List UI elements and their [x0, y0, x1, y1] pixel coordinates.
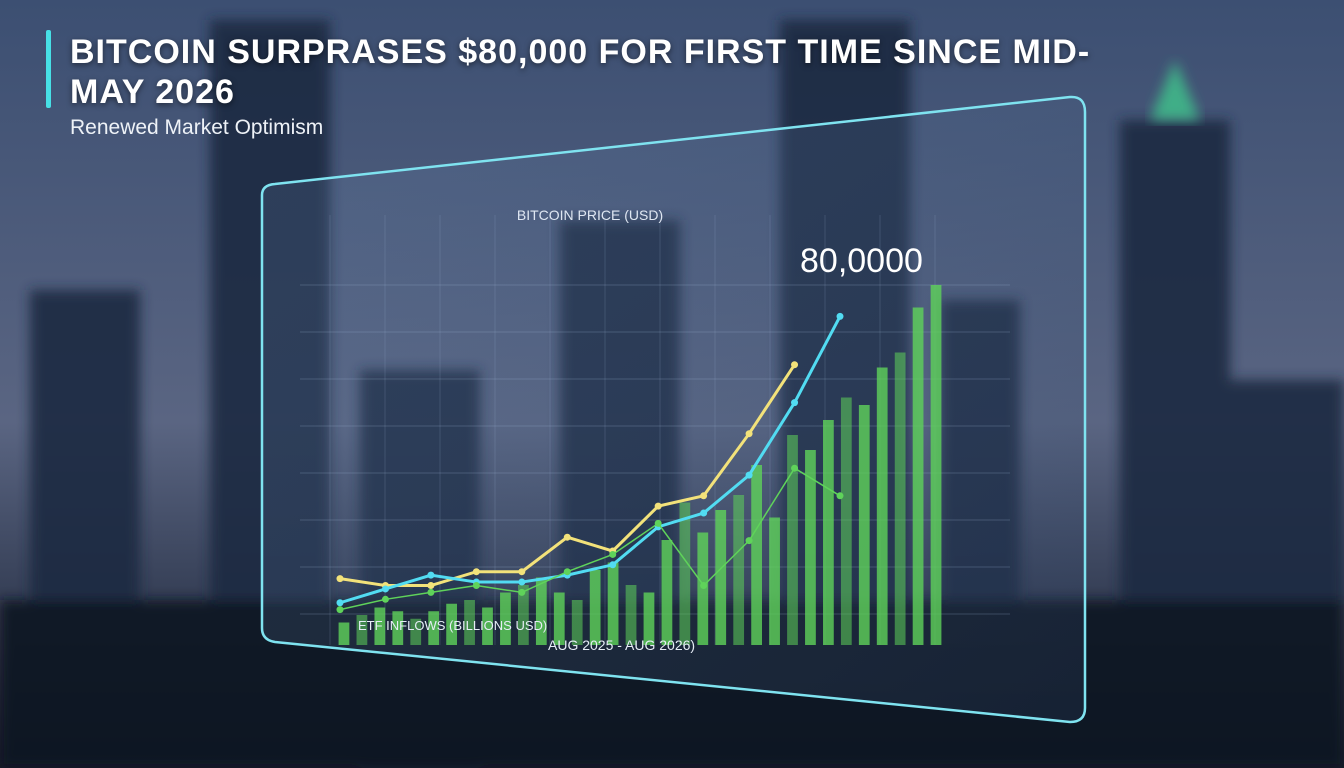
- point: [336, 606, 344, 614]
- bar: [428, 611, 440, 645]
- bar: [625, 585, 637, 645]
- point: [745, 537, 753, 545]
- point: [381, 585, 389, 593]
- point: [381, 595, 389, 603]
- bar: [733, 495, 745, 645]
- chart-title: BITCOIN PRICE (USD): [517, 207, 663, 223]
- bar: [482, 607, 493, 645]
- bar: [751, 465, 762, 645]
- point: [336, 575, 344, 583]
- point: [700, 582, 708, 589]
- point: [700, 492, 708, 500]
- bar: [338, 622, 350, 645]
- subtitle: Renewed Market Optimism: [70, 116, 324, 139]
- point: [336, 599, 344, 607]
- point: [518, 578, 526, 586]
- chart: ETF INFLOWS (BILLIONS USD)AUG 2025 - AUG…: [300, 207, 1010, 653]
- bar: [535, 577, 547, 645]
- bar: [410, 618, 422, 645]
- point: [427, 571, 435, 579]
- bar: [769, 517, 780, 645]
- point: [745, 430, 753, 438]
- bar: [374, 607, 386, 645]
- point: [836, 312, 844, 320]
- point: [700, 509, 708, 517]
- point: [791, 399, 799, 407]
- point: [427, 588, 435, 596]
- bar: [571, 600, 583, 645]
- point: [472, 582, 480, 589]
- point: [609, 550, 617, 558]
- bar: [787, 435, 798, 645]
- bar: [823, 420, 834, 645]
- bar: [553, 592, 565, 645]
- bar: [930, 285, 942, 645]
- point: [791, 361, 799, 369]
- bar: [679, 502, 691, 645]
- accent-bar: [46, 30, 51, 108]
- series-line: [339, 467, 841, 611]
- bar: [589, 570, 601, 645]
- bar: [607, 562, 619, 645]
- bar: [715, 510, 727, 645]
- bar: [840, 397, 852, 645]
- y-axis-label: ETF INFLOWS (BILLIONS USD): [358, 618, 547, 633]
- bar: [356, 615, 368, 645]
- x-axis-label: AUG 2025 - AUG 2026): [548, 637, 695, 653]
- bar: [876, 367, 888, 645]
- point: [518, 568, 526, 576]
- bar: [894, 352, 906, 645]
- bar: [643, 592, 655, 645]
- point: [563, 533, 571, 541]
- point: [654, 519, 662, 527]
- bar: [518, 585, 529, 645]
- point: [836, 492, 844, 500]
- headline: BITCOIN SURPRASES $80,000 FOR FIRST TIME…: [70, 33, 1091, 111]
- point: [563, 568, 571, 576]
- bar: [858, 405, 870, 645]
- bar: [912, 307, 924, 645]
- point: [518, 588, 526, 596]
- series-line: [339, 315, 842, 605]
- bar: [661, 540, 673, 645]
- bar: [446, 603, 457, 645]
- point: [791, 464, 799, 472]
- bar: [500, 592, 511, 645]
- bar: [805, 450, 816, 645]
- point: [427, 582, 435, 589]
- point: [472, 568, 480, 576]
- point: [654, 502, 662, 510]
- annotation: 80,0000: [800, 242, 923, 280]
- bar: [464, 600, 475, 645]
- point: [745, 471, 753, 479]
- point: [609, 561, 617, 569]
- bar: [392, 611, 404, 645]
